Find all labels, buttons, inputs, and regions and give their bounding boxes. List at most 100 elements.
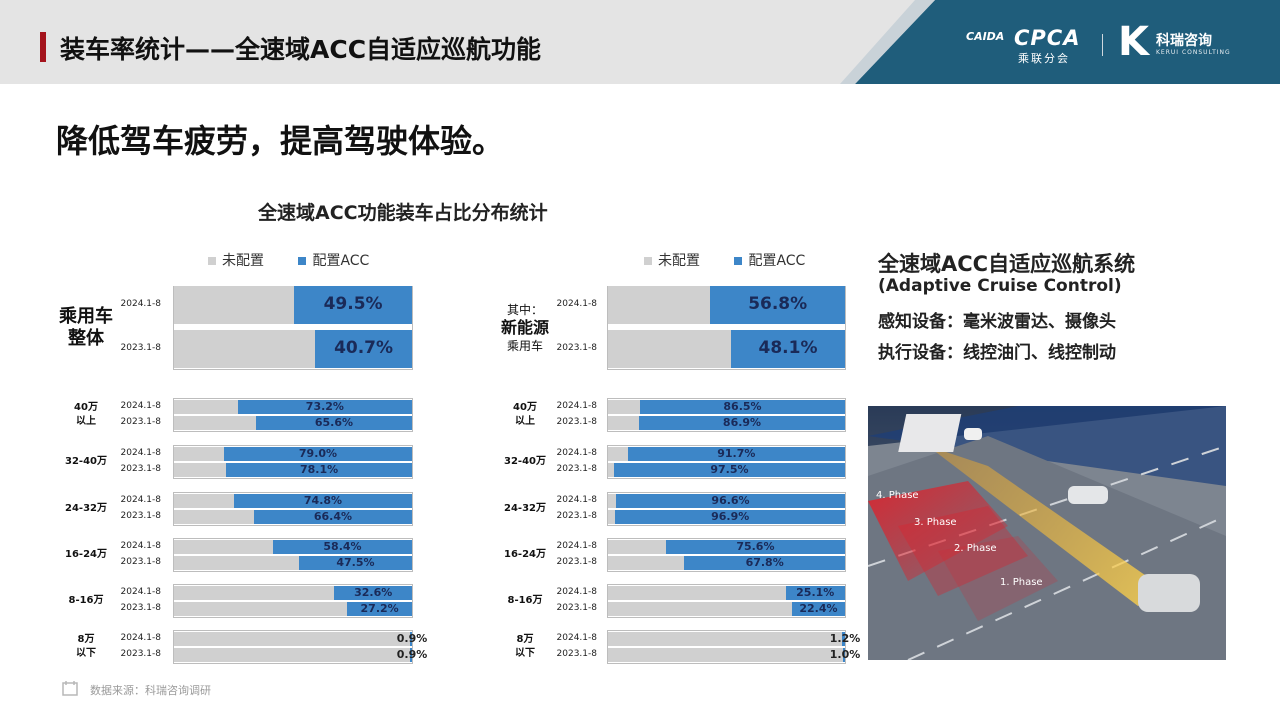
legend-swatch-blue: [734, 257, 743, 265]
row-period-label: 2023.1-8: [120, 417, 161, 427]
legend-item-unconfigured: 未配置: [644, 250, 700, 270]
group-label: 8-16万: [46, 594, 126, 608]
group-label-line: 8万: [77, 634, 95, 645]
group-box: [607, 492, 846, 526]
group-box: [173, 398, 413, 432]
phase-1-label: 1. Phase: [1000, 577, 1043, 588]
legend-item-unconfigured: 未配置: [208, 250, 264, 270]
bar-acc: [639, 416, 845, 430]
row-period-label: 2024.1-8: [556, 587, 597, 597]
row-period-label: 2023.1-8: [120, 557, 161, 567]
bar-acc: [226, 463, 412, 477]
row-period-label: 2023.1-8: [120, 603, 161, 613]
bar-acc: [233, 494, 412, 508]
bar-value-label: 73.2%: [305, 400, 344, 413]
legend-swatch-gray: [644, 257, 652, 265]
bar-value-label: 75.6%: [736, 540, 775, 553]
legend-swatch-gray: [208, 257, 216, 265]
bar-value-label: 78.1%: [299, 463, 339, 476]
group-label: 8万 以下: [46, 633, 126, 661]
bar-value-label: 96.6%: [711, 494, 750, 507]
bar-acc: [785, 586, 845, 600]
row-period-label: 2024.1-8: [556, 448, 597, 458]
bar-value-label: 79.0%: [298, 447, 338, 460]
cpca-mark: CAIDA: [966, 30, 1005, 43]
row-period-label: 2024.1-8: [120, 541, 161, 551]
bar-value-label: 27.2%: [360, 602, 399, 615]
chart-title: 全速域ACC功能装车占比分布统计: [258, 202, 548, 224]
group-label: 24-32万: [46, 502, 126, 516]
acc-illustration: 4. Phase 3. Phase 2. Phase 1. Phase: [868, 406, 1226, 660]
group-box: [607, 584, 846, 618]
bar-value-label: 47.5%: [336, 556, 375, 569]
bar-acc: [253, 510, 412, 524]
row-period-label: 2024.1-8: [556, 401, 597, 411]
group-label: 32-40万: [46, 455, 126, 469]
page-title: 装车率统计——全速域ACC自适应巡航功能: [60, 35, 542, 64]
kerui-logo-name: 科瑞咨询: [1156, 33, 1212, 49]
group-box: [607, 398, 846, 432]
group-label-line: 40万: [513, 402, 537, 413]
bar-acc: [613, 463, 845, 477]
legend-item-acc: 配置ACC: [734, 250, 805, 270]
bar-acc: [842, 648, 845, 662]
group-label: 40万 以上: [485, 401, 565, 429]
row-period-label: 2024.1-8: [120, 448, 161, 458]
bar-acc: [791, 602, 845, 616]
group-label: 8-16万: [485, 594, 565, 608]
group-label-line: 整体: [68, 328, 104, 349]
row-period-label: 2024.1-8: [556, 633, 597, 643]
group-label-line: 16-24万: [504, 549, 546, 560]
group-label: 24-32万: [485, 502, 565, 516]
bar-acc: [409, 632, 412, 646]
group-label: 32-40万: [485, 455, 565, 469]
row-period-label: 2023.1-8: [556, 557, 597, 567]
row-period-label: 2024.1-8: [120, 633, 161, 643]
group-label-line: 其中：: [506, 303, 543, 317]
phase-2-label: 2. Phase: [954, 543, 997, 554]
group-label-line: 32-40万: [65, 456, 107, 467]
bar-acc: [639, 400, 845, 414]
group-label-line: 以上: [76, 416, 96, 427]
group-box: [607, 630, 846, 664]
group-label: 8万 以下: [485, 633, 565, 661]
group-label-line: 新能源: [500, 318, 549, 337]
bar-acc: [223, 447, 412, 461]
logo-panel: [840, 0, 1280, 84]
bar-acc: [273, 540, 412, 554]
group-box: [173, 584, 413, 618]
bar-value-label: 1.2%: [829, 632, 861, 645]
row-period-label: 2023.1-8: [556, 511, 597, 521]
bar-value-label: 74.8%: [303, 494, 343, 507]
bar-value-label: 66.4%: [313, 510, 353, 523]
group-box: [607, 445, 846, 479]
bar-value-label: 97.5%: [710, 463, 749, 476]
row-period-label: 2024.1-8: [120, 401, 161, 411]
bar-value-label: 56.8%: [748, 294, 808, 314]
row-period-label: 2023.1-8: [556, 343, 597, 353]
group-box: [173, 538, 413, 572]
bar-value-label: 58.4%: [323, 540, 362, 553]
bar-unconfigured: [608, 632, 845, 646]
group-label-line: 40万: [74, 402, 98, 413]
side-subtitle: (Adaptive Cruise Control): [878, 276, 1122, 296]
row-period-label: 2024.1-8: [120, 495, 161, 505]
bar-acc: [684, 556, 845, 570]
bar-unconfigured: [608, 602, 845, 616]
bar-value-label: 96.9%: [711, 510, 750, 523]
legend-label-unconfigured: 未配置: [658, 253, 700, 269]
bar-acc: [347, 602, 412, 616]
side-title: 全速域ACC自适应巡航系统: [878, 252, 1136, 276]
group-label-line: 16-24万: [65, 549, 107, 560]
group-label-line: 24-32万: [504, 503, 546, 514]
bar-acc: [334, 586, 412, 600]
bar-value-label: 32.6%: [354, 586, 393, 599]
header-accent: [40, 32, 46, 62]
row-period-label: 2023.1-8: [556, 649, 597, 659]
bar-acc: [731, 330, 845, 368]
logo-divider: [1102, 34, 1103, 56]
bar-unconfigured: [174, 648, 412, 662]
slogan: 降低驾车疲劳，提高驾驶体验。: [56, 122, 505, 160]
bar-value-label: 0.9%: [396, 632, 428, 645]
bar-acc: [615, 510, 845, 524]
